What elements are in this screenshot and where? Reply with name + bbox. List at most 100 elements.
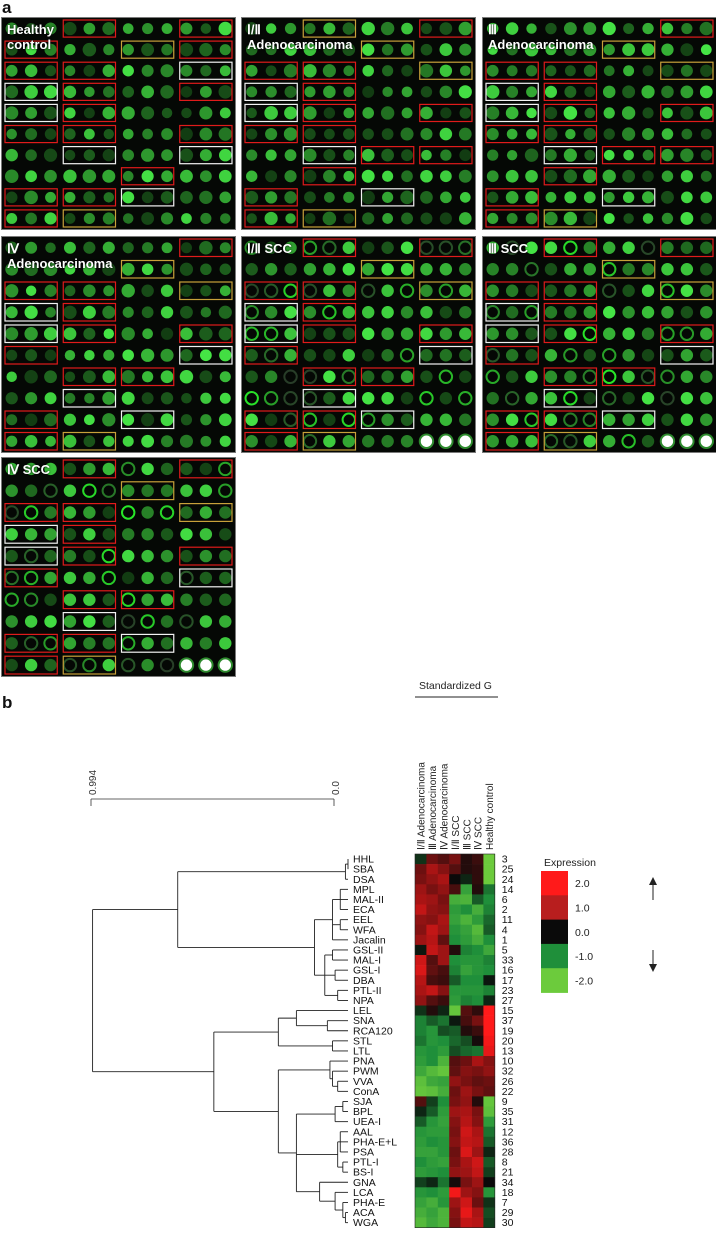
heatmap-cell — [426, 1167, 439, 1178]
heatmap-cell — [472, 1066, 484, 1077]
array-spot — [102, 528, 115, 541]
array-spot — [160, 64, 174, 78]
array-spot — [122, 435, 134, 447]
array-spot — [5, 615, 18, 628]
heatmap-cell — [426, 864, 439, 875]
heatmap-cell — [460, 854, 473, 865]
legend-tick-label: 2.0 — [575, 878, 590, 890]
array-spot — [265, 23, 277, 34]
array-spot — [602, 348, 617, 363]
array-spot — [284, 241, 297, 254]
array-spot — [659, 433, 676, 449]
array-spot — [103, 86, 115, 98]
heatmap-cell — [483, 1136, 496, 1148]
array-spot — [680, 64, 693, 77]
array-spot — [700, 413, 713, 426]
lectin-label: UEA-I — [353, 1116, 381, 1128]
array-spot — [420, 263, 433, 276]
lectin-label: Jacalin — [353, 934, 386, 946]
spot-highlight-box — [4, 302, 58, 322]
heatmap-cell — [472, 1177, 484, 1188]
heatmap-cell — [437, 854, 450, 865]
heatmap-cell — [426, 1136, 439, 1148]
array-spot — [486, 241, 499, 254]
array-spot — [82, 370, 96, 384]
array-spot — [141, 43, 155, 57]
spot-highlight-box — [543, 103, 598, 123]
array-spot — [44, 128, 57, 140]
array-spot — [381, 43, 394, 56]
array-spot — [361, 21, 375, 36]
spot-highlight-box — [302, 324, 357, 344]
heatmap-cell — [483, 975, 496, 986]
spot-highlight-box — [62, 655, 117, 675]
array-spot — [680, 284, 694, 297]
heatmap-cell — [426, 924, 439, 936]
spot-highlight-box — [302, 209, 357, 228]
array-spot — [487, 191, 499, 204]
array-spot — [381, 263, 394, 276]
array-spot — [264, 106, 278, 120]
array-spot — [5, 148, 18, 162]
spot-highlight-box — [302, 61, 357, 80]
heatmap-cell — [483, 1106, 496, 1117]
heatmap-cell — [437, 1217, 450, 1228]
heatmap-cell — [449, 1197, 461, 1208]
spot-highlight-box — [4, 524, 58, 544]
spot-highlight-box — [62, 209, 117, 228]
array-spot — [180, 190, 193, 204]
array-spot — [219, 435, 231, 447]
array-spot — [121, 614, 136, 629]
array-spot — [160, 484, 174, 497]
array-spot — [323, 413, 336, 426]
heatmap-cell — [415, 1076, 427, 1087]
heatmap-cell — [449, 1177, 461, 1188]
array-spot — [200, 65, 212, 77]
spot-highlight-box — [244, 345, 298, 365]
array-spot — [283, 391, 298, 406]
legend-tick-label: -1.0 — [575, 951, 593, 963]
legend-tick-label: 0.0 — [575, 927, 590, 939]
array-spot — [219, 263, 232, 275]
spot-highlight-box — [660, 146, 714, 165]
array-spot — [622, 327, 635, 340]
array-spot — [362, 43, 375, 56]
lectin-id-label: 11 — [502, 914, 513, 926]
array-spot — [160, 593, 174, 606]
array-spot — [64, 212, 76, 224]
array-spot — [6, 435, 18, 447]
array-spot — [84, 86, 95, 98]
array-spot — [121, 370, 135, 384]
array-spot — [102, 391, 116, 405]
array-spot — [361, 190, 375, 205]
heatmap-cell — [472, 854, 484, 865]
array-spot — [420, 23, 432, 35]
array-spot — [700, 170, 712, 182]
array-spot — [564, 43, 577, 56]
array-spot — [438, 369, 454, 384]
array-spot — [603, 107, 615, 119]
heatmap-cell — [437, 1177, 450, 1188]
array-spot — [24, 528, 38, 541]
heatmap-cell — [415, 874, 427, 885]
array-spot — [245, 413, 258, 426]
down-arrow-icon — [649, 964, 657, 972]
array-spot — [218, 327, 232, 341]
heatmap-cell — [449, 1126, 461, 1138]
array-spot — [84, 349, 95, 361]
array-spot — [102, 64, 116, 77]
array-spot — [603, 435, 616, 448]
array-spot — [142, 371, 154, 383]
lectin-id-label: 4 — [502, 924, 508, 936]
array-spot — [440, 149, 452, 161]
array-spot — [459, 191, 471, 203]
array-spot — [122, 86, 135, 98]
array-spot — [264, 191, 278, 204]
array-spot — [400, 327, 414, 340]
array-spot — [623, 213, 634, 224]
array-spot — [24, 64, 38, 77]
array-spot — [264, 435, 278, 448]
array-spot — [660, 369, 675, 384]
spot-highlight-box — [543, 410, 598, 430]
